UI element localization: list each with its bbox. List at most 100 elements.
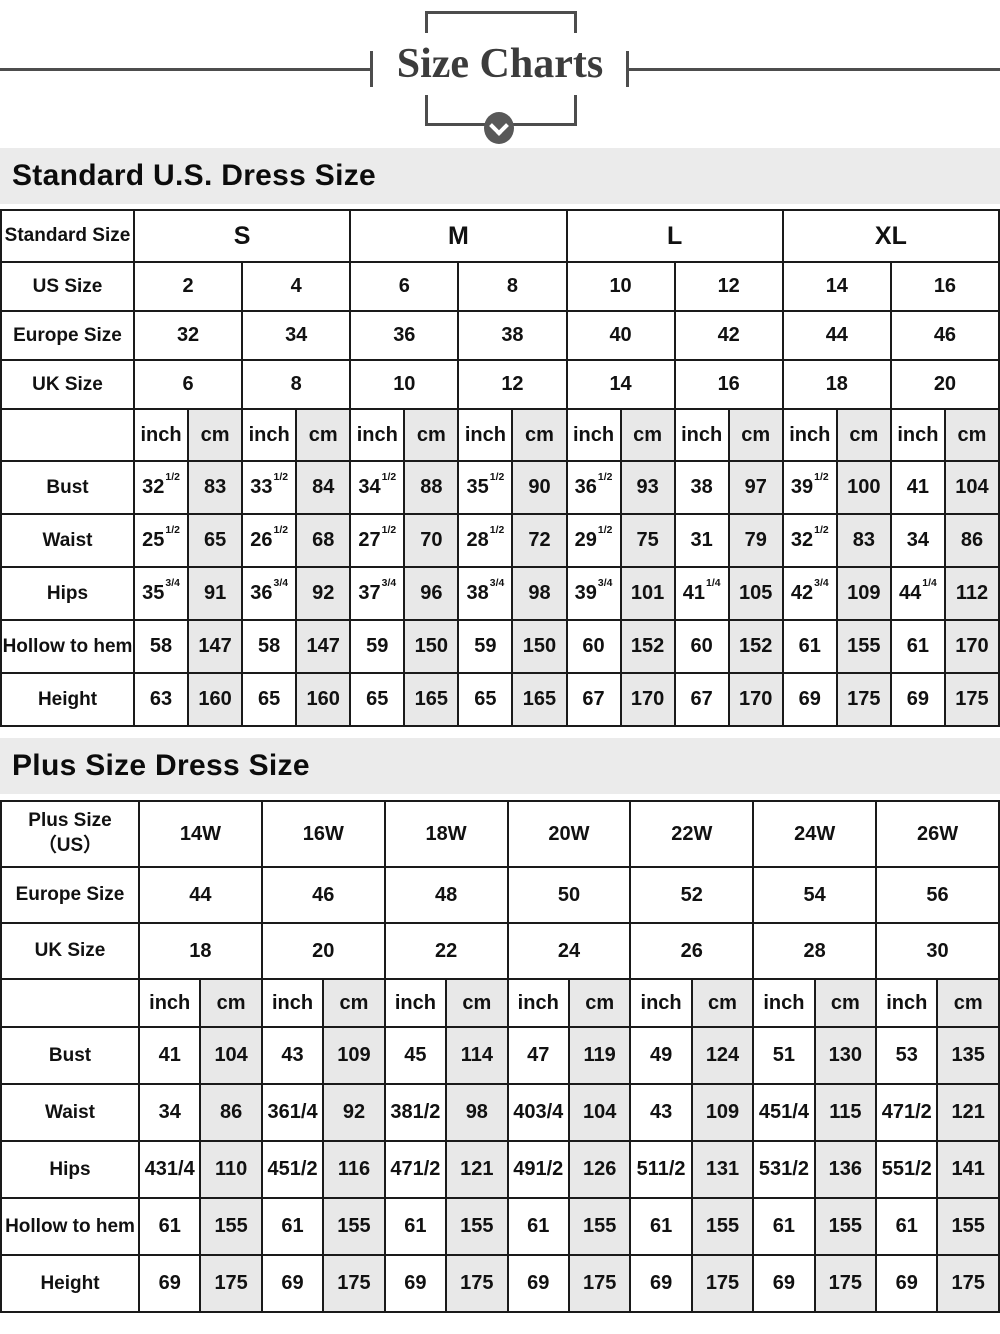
measure-cell-cm: 119 (567, 1026, 632, 1085)
fraction-superscript: 3/4 (597, 578, 613, 590)
size-group-cell: 14W (138, 800, 263, 868)
measure-cell-cm: 135 (936, 1026, 1000, 1085)
size-value-cell: 4 (241, 261, 352, 312)
measure-cell-inch: 471/2 (875, 1083, 939, 1142)
measure-cell-inch: 69 (506, 1254, 570, 1313)
measure-cell-cm: 112 (943, 566, 1000, 621)
measure-cell-cm: 96 (403, 566, 460, 621)
measure-cell-cm: 101 (619, 566, 676, 621)
measure-cell-cm: 114 (445, 1026, 509, 1085)
size-value-cell: 46 (889, 310, 1000, 361)
measure-cell-cm: 90 (511, 460, 568, 515)
measure-cell-inch: 59 (457, 619, 514, 674)
measure-cell-inch: 38 (673, 460, 730, 515)
fraction-superscript: 1/2 (273, 472, 288, 484)
measure-cell-inch: 69 (137, 1254, 202, 1313)
measure-cell-cm: 175 (567, 1254, 632, 1313)
measure-cell-inch: 58 (132, 619, 190, 674)
unit-header-cm: cm (567, 978, 632, 1028)
measure-cell-inch: 403/4 (506, 1083, 570, 1142)
fraction-superscript: 1/2 (381, 525, 397, 537)
fraction-superscript: 1/2 (814, 472, 829, 484)
measure-cell-inch: 69 (383, 1254, 448, 1313)
measure-cell-inch: 69 (752, 1254, 816, 1313)
measure-cell-cm: 155 (567, 1197, 632, 1256)
title-tick-left (370, 51, 373, 87)
size-value-cell: 14 (565, 359, 676, 410)
measure-cell-cm: 75 (619, 513, 676, 568)
size-value-cell: 2 (132, 261, 244, 312)
measure-cell-cm: 136 (813, 1140, 878, 1199)
measure-cell-cm: 98 (445, 1083, 509, 1142)
size-conversion-row: US Size 2 4 6 8 10 12 14 16 (0, 261, 1000, 312)
size-value-cell: 50 (506, 866, 632, 924)
measure-cell-cm: 170 (619, 672, 676, 727)
size-value-cell: 48 (383, 866, 509, 924)
size-value-cell: 36 (349, 310, 460, 361)
measure-row-label: Waist (0, 1083, 140, 1142)
unit-header-inch: inch (137, 978, 202, 1028)
fraction-superscript: 1/2 (489, 472, 505, 484)
measure-cell-cm: 104 (567, 1083, 632, 1142)
size-group-cell: 20W (506, 800, 632, 868)
size-conversion-row: Europe Size 32 34 36 38 40 42 44 46 (0, 310, 1000, 361)
corner-cell: Plus Size （US） (0, 800, 140, 868)
unit-header-cm: cm (187, 408, 244, 462)
measure-cell-cm: 131 (690, 1140, 755, 1199)
unit-header-row: inch cm inch cm inch cm inch cm inch cm inch cm inch… (0, 408, 1000, 462)
measure-cell-inch: 321/2 (132, 460, 190, 515)
fraction-superscript: 1/2 (165, 525, 180, 537)
measure-cell-inch: 61 (506, 1197, 570, 1256)
unit-header-cm: cm (199, 978, 263, 1028)
measure-cell-inch: 61 (629, 1197, 693, 1256)
size-group-cell: 24W (752, 800, 878, 868)
measure-cell-inch: 63 (132, 672, 190, 727)
size-value-cell: 32 (132, 310, 244, 361)
unit-header-inch: inch (875, 978, 939, 1028)
size-value-cell: 40 (565, 310, 676, 361)
measure-cell-cm: 109 (322, 1026, 386, 1085)
unit-header-inch: inch (781, 408, 838, 462)
measure-row-label: Hollow to hem (0, 619, 135, 674)
measure-cell-inch: 363/4 (241, 566, 298, 621)
measure-cell-inch: 61 (260, 1197, 325, 1256)
measure-cell-inch: 61 (875, 1197, 939, 1256)
measure-cell-cm: 109 (835, 566, 892, 621)
fraction-superscript: 1/2 (489, 525, 505, 537)
measure-cell-inch: 61 (781, 619, 838, 674)
size-value-cell: 16 (673, 359, 784, 410)
measurement-row: Height 69 175 69 175 69 175 69 175 69 175 69 175 69 17… (0, 1254, 1000, 1313)
size-group-cell: XL (781, 209, 1000, 263)
measure-cell-cm: 170 (727, 672, 784, 727)
size-value-cell: 30 (875, 922, 1000, 980)
measure-cell-inch: 361/4 (260, 1083, 325, 1142)
standard-size-table: Standard Size S M L XL US Size 2 4 6 8 10 12 14 16 Eur… (0, 209, 1000, 727)
size-charts-header: Size Charts (0, 0, 1000, 148)
title-bracket-top (425, 11, 577, 33)
measure-cell-cm: 175 (943, 672, 1000, 727)
unit-header-cm: cm (727, 408, 784, 462)
measure-cell-cm: 121 (445, 1140, 509, 1199)
size-value-cell: 44 (138, 866, 263, 924)
measure-cell-cm: 155 (690, 1197, 755, 1256)
size-value-cell: 20 (260, 922, 386, 980)
unit-header-inch: inch (457, 408, 514, 462)
size-group-cell: 18W (383, 800, 509, 868)
unit-row-empty-cell (0, 408, 135, 462)
measure-cell-cm: 121 (936, 1083, 1000, 1142)
size-value-cell: 12 (673, 261, 784, 312)
measure-cell-cm: 150 (511, 619, 568, 674)
unit-header-inch: inch (260, 978, 325, 1028)
size-row-label: US Size (0, 261, 135, 312)
measure-cell-inch: 381/2 (383, 1083, 448, 1142)
measure-cell-cm: 155 (445, 1197, 509, 1256)
unit-header-cm: cm (445, 978, 509, 1028)
measure-cell-cm: 116 (322, 1140, 386, 1199)
unit-header-inch: inch (889, 408, 946, 462)
measure-cell-inch: 373/4 (349, 566, 406, 621)
size-conversion-row: UK Size 6 8 10 12 14 16 18 20 (0, 359, 1000, 410)
measure-cell-inch: 61 (137, 1197, 202, 1256)
measure-cell-cm: 115 (813, 1083, 878, 1142)
measure-row-label: Hips (0, 1140, 140, 1199)
unit-header-cm: cm (619, 408, 676, 462)
